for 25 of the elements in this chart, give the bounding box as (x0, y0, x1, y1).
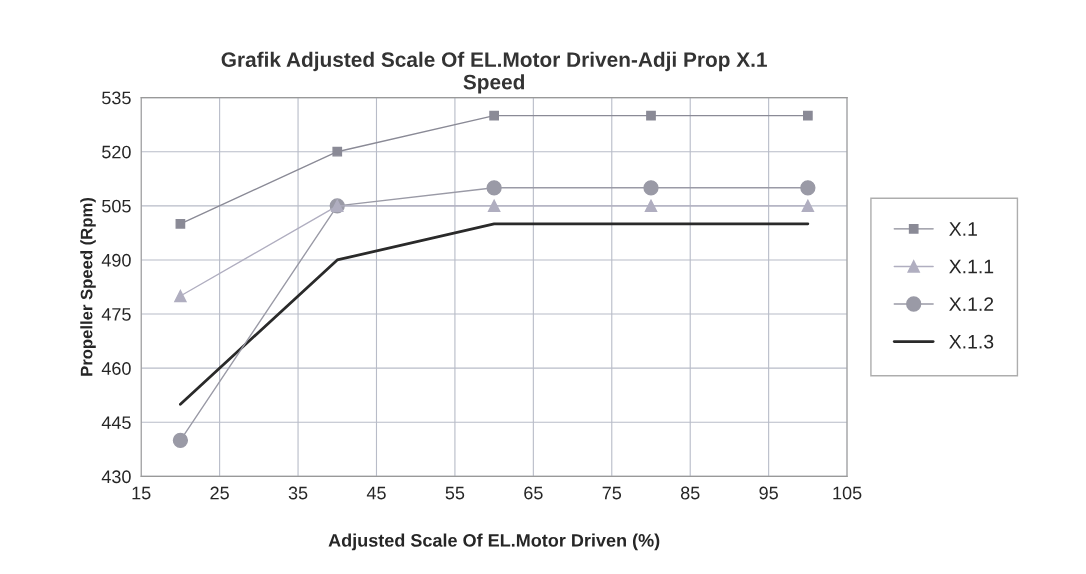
legend-label: X.1.3 (949, 334, 994, 349)
y-tick-label: 460 (101, 362, 131, 375)
x-tick-label: 85 (680, 486, 700, 500)
y-tick-label: 490 (101, 253, 131, 267)
legend-label: X.1.1 (949, 259, 994, 274)
x-tick-label: 65 (524, 486, 543, 500)
y-tick-label: 535 (102, 91, 131, 105)
x-tick-label: 35 (288, 486, 308, 500)
legend-label: X.1.2 (949, 297, 994, 311)
x-tick-label: 25 (210, 486, 229, 500)
y-tick-label: 430 (101, 470, 131, 484)
x-tick-label: 45 (366, 486, 386, 500)
chart-title: Grafik Adjusted Scale Of EL.Motor Driven-Adji Prop X.1 Speed (221, 51, 767, 94)
x-tick-label: 75 (602, 486, 622, 500)
x-tick-label: 105 (833, 486, 862, 500)
x-axis-title: Adjusted Scale Of EL.Motor Driven (%) (328, 533, 660, 551)
y-axis-title: Propeller Speed (Rpm) (80, 197, 96, 376)
x-tick-label: 95 (759, 486, 778, 500)
y-tick-label: 475 (101, 308, 131, 321)
legend-label: X.1 (949, 222, 977, 236)
y-tick-label: 445 (101, 416, 131, 430)
x-tick-label: 55 (445, 486, 465, 500)
y-tick-label: 520 (102, 145, 131, 159)
x-tick-label: 15 (132, 486, 151, 500)
y-tick-label: 505 (102, 199, 131, 213)
